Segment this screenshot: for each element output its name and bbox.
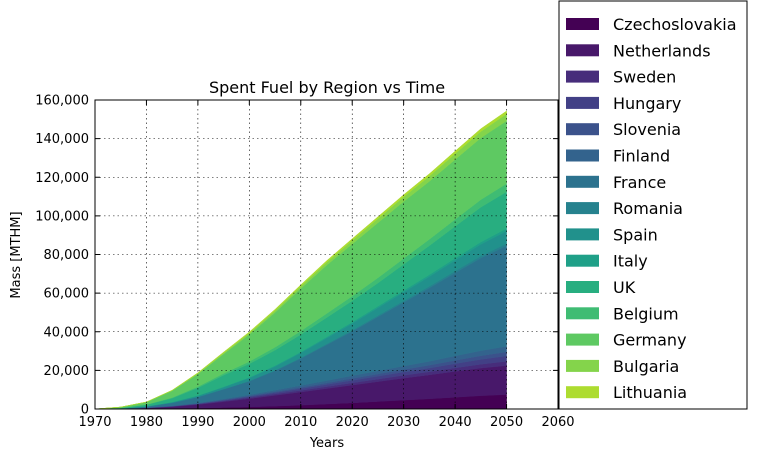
legend-swatch-belgium — [566, 307, 599, 320]
x-tick-label: 2010 — [284, 415, 317, 430]
area-lithuania — [94, 110, 507, 410]
x-tick-label: 2020 — [336, 415, 369, 430]
x-tick-label: 2060 — [541, 415, 574, 430]
axis-ticks — [94, 99, 559, 410]
legend-label-netherlands: Netherlands — [613, 41, 711, 60]
legend-label-france: France — [613, 173, 666, 192]
legend-swatch-slovenia — [566, 123, 599, 136]
y-tick-label: 140,000 — [35, 132, 89, 147]
legend-label-czechoslovakia: Czechoslovakia — [613, 15, 737, 34]
legend-swatch-hungary — [566, 96, 599, 109]
legend-swatch-bulgaria — [566, 359, 599, 372]
x-tick-label: 1970 — [78, 415, 111, 430]
legend-label-slovenia: Slovenia — [613, 120, 681, 139]
x-tick-label: 2030 — [387, 415, 420, 430]
x-tick-label: 2050 — [490, 415, 523, 430]
y-tick-label: 160,000 — [35, 94, 89, 109]
legend-label-finland: Finland — [613, 147, 670, 166]
legend-swatch-france — [566, 175, 599, 188]
legend-label-germany: Germany — [613, 331, 687, 350]
legend-label-uk: UK — [613, 278, 636, 297]
x-tick-labels: 1970 1980 1990 2000 2010 2020 2030 2040 2050 2060 — [78, 415, 574, 430]
legend-label-lithuania: Lithuania — [613, 383, 687, 402]
legend-label-spain: Spain — [613, 225, 658, 244]
y-tick-label: 80,000 — [44, 248, 90, 263]
x-tick-label: 1990 — [181, 415, 214, 430]
y-tick-label: 100,000 — [35, 209, 89, 224]
legend-swatch-czechoslovakia — [566, 18, 599, 30]
legend-label-bulgaria: Bulgaria — [613, 357, 679, 376]
y-tick-label: 120,000 — [35, 171, 89, 186]
x-axis-label: Years — [309, 436, 345, 451]
y-tick-label: 0 — [81, 403, 89, 418]
legend-label-sweden: Sweden — [613, 68, 676, 87]
y-tick-label: 60,000 — [44, 287, 90, 302]
legend-label-hungary: Hungary — [613, 94, 681, 113]
legend-swatch-uk — [566, 281, 599, 293]
legend-swatch-netherlands — [566, 44, 599, 57]
y-tick-label: 40,000 — [44, 325, 90, 340]
legend-label-belgium: Belgium — [613, 304, 679, 323]
x-tick-label: 2000 — [233, 415, 266, 430]
x-tick-label: 2040 — [439, 415, 472, 430]
legend-swatch-lithuania — [566, 386, 599, 399]
legend-label-romania: Romania — [613, 199, 683, 218]
legend-swatch-romania — [566, 202, 599, 215]
y-tick-labels: 0 20,000 40,000 60,000 80,000 100,000 120,000 1… — [35, 94, 89, 418]
legend-label-italy: Italy — [613, 252, 648, 271]
legend-swatch-finland — [566, 149, 599, 162]
legend: Czechoslovakia Netherlands Sweden Hungary Sl… — [558, 0, 748, 410]
y-tick-label: 20,000 — [44, 364, 90, 379]
chart-title: Spent Fuel by Region vs Time — [209, 78, 445, 97]
legend-swatch-spain — [566, 228, 599, 241]
y-axis-label: Mass [MTHM] — [9, 211, 24, 298]
x-tick-label: 1980 — [130, 415, 163, 430]
legend-swatch-italy — [566, 254, 599, 267]
legend-swatch-germany — [566, 333, 599, 346]
legend-swatch-sweden — [566, 70, 599, 83]
